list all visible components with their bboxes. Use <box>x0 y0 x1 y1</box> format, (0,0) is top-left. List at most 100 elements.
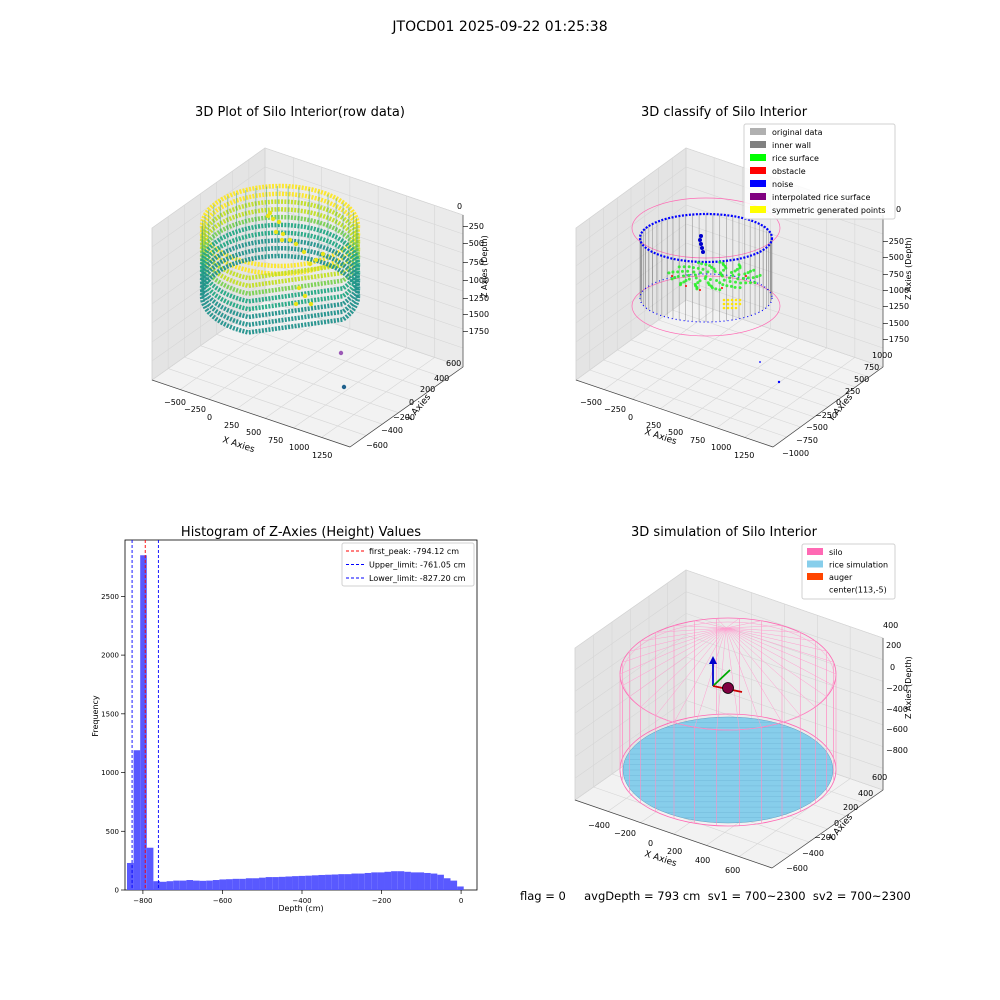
rice-surface-point <box>746 271 750 275</box>
silo-roof-line <box>673 625 727 629</box>
rice-surface-point <box>712 267 716 271</box>
rice-surface-point <box>743 272 747 276</box>
rice-surface-point <box>708 278 712 282</box>
legend-swatch <box>750 154 766 161</box>
symmetric-point <box>738 302 742 306</box>
x-tick: 1000 <box>711 443 731 452</box>
rice-surface-point <box>676 270 680 274</box>
legend-label: rice surface <box>772 154 819 163</box>
rice-surface-point <box>709 284 713 288</box>
legend-swatch <box>807 560 823 568</box>
y-tick: 1000 <box>872 351 892 360</box>
grid-line <box>216 334 415 402</box>
rice-surface-point <box>721 283 725 287</box>
symmetric-point <box>730 302 734 306</box>
hist-bar <box>391 871 398 890</box>
grid-line <box>617 349 815 418</box>
rice-surface-point <box>744 281 748 285</box>
panel1-point-cloud <box>199 183 361 390</box>
obstacle-point <box>699 289 701 291</box>
rice-surface-point <box>704 263 708 267</box>
x-tick: 500 <box>246 428 261 437</box>
rice-surface-point <box>708 264 712 268</box>
hist-bar <box>404 871 411 890</box>
point <box>273 229 279 235</box>
symmetric-point <box>726 302 730 306</box>
legend-label: symmetric generated points <box>772 206 885 215</box>
hist-bar <box>252 878 260 890</box>
silo-roof-line <box>725 620 762 629</box>
rice-surface-point <box>755 275 759 279</box>
auger-axis <box>712 669 731 687</box>
rice-surface-point <box>734 280 738 284</box>
noise-ring <box>639 273 773 323</box>
symmetric-point <box>722 302 726 306</box>
x-tick: −200 <box>614 829 636 838</box>
y-tick: −500 <box>806 423 828 432</box>
hist-bar <box>166 881 174 890</box>
x-tick: −500 <box>580 398 602 407</box>
rice-surface-point <box>694 276 698 280</box>
panel-simulation-3d: 3D simulation of Silo Interior −400 −200… <box>574 525 913 875</box>
z-tick: 0 <box>896 205 901 214</box>
legend-swatch <box>750 128 766 135</box>
legend-swatch <box>750 167 766 174</box>
point <box>287 237 293 243</box>
panel-classify-3d: 3D classify of Silo Interior −500 −250 0… <box>575 105 913 460</box>
panel3-title: Histogram of Z-Axies (Height) Values <box>181 525 421 540</box>
hist-x-ticks: −800 −600 −400 −200 0 <box>133 890 463 905</box>
hist-bar <box>265 877 273 890</box>
hist-bar <box>338 874 345 890</box>
grid-line <box>574 656 884 736</box>
rice-surface-point <box>678 283 682 287</box>
y-axis-line <box>349 366 464 448</box>
silo-roof-line <box>673 627 727 723</box>
point <box>265 213 271 219</box>
grid-line <box>575 223 884 305</box>
x-axis-line <box>151 379 351 448</box>
grid-line <box>208 318 322 400</box>
rice-surface-point <box>735 267 739 271</box>
silo-roof-line <box>725 627 837 675</box>
rice-surface-point <box>682 280 686 284</box>
rice-surface-point <box>749 281 753 285</box>
x-tick: −250 <box>604 405 626 414</box>
y-tick: 600 <box>872 773 887 782</box>
y-tick: 400 <box>434 374 449 383</box>
status-line: flag = 0 avgDepth = 793 cm sv1 = 700~230… <box>520 889 911 903</box>
panel2-title: 3D classify of Silo Interior <box>641 105 808 120</box>
hist-bar <box>126 862 134 890</box>
x-tick-label: −600 <box>213 897 232 905</box>
y-tick-label: 2000 <box>101 652 119 660</box>
y-tick: −750 <box>796 436 818 445</box>
point <box>293 301 299 307</box>
silo-roof-line <box>725 627 834 686</box>
auger-center-marker <box>722 682 734 694</box>
legend-label: Lower_limit: -827.20 cm <box>369 574 466 583</box>
legend-swatch <box>750 180 766 187</box>
x-tick: 600 <box>725 866 740 875</box>
x-tick: 750 <box>268 436 283 445</box>
symmetric-point <box>722 306 726 310</box>
panel-raw-3d: 3D Plot of Silo Interior(row data) −500 … <box>151 105 489 460</box>
panel2-zlabel: Z Axies (Depth) <box>904 237 913 300</box>
y-tick: 250 <box>845 387 860 396</box>
z-tick: 0 <box>457 202 462 211</box>
hist-bar <box>358 873 365 890</box>
grid-line <box>603 359 801 428</box>
silo-roof-line <box>725 627 783 723</box>
rice-surface-point <box>680 269 684 273</box>
hist-bar <box>325 874 332 890</box>
grid-line <box>630 339 829 408</box>
legend-label: rice simulation <box>829 561 888 570</box>
noise-point <box>699 242 703 246</box>
point-ring <box>199 199 361 281</box>
panel2-point-cloud <box>631 197 781 384</box>
y-tick-label: 2500 <box>101 593 119 601</box>
hist-bar <box>186 880 194 890</box>
point <box>338 350 344 356</box>
hist-bar <box>331 874 339 890</box>
rice-surface-point <box>758 273 762 277</box>
noise-point <box>698 238 702 242</box>
x-tick: 400 <box>695 856 710 865</box>
